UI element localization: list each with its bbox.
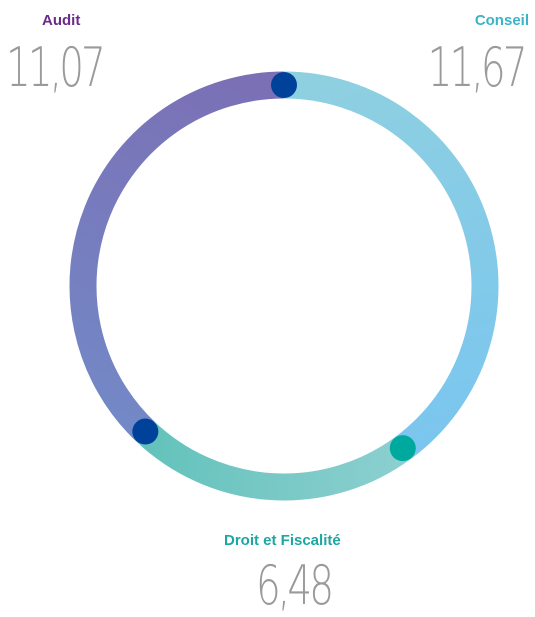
- legend-label-droit-et-fiscalite: Droit et Fiscalité: [224, 532, 341, 549]
- donut-arcs: [69, 71, 499, 501]
- legend-label-audit: Audit: [42, 12, 81, 29]
- donut-segment-droit-et-fiscalit: [136, 421, 411, 501]
- donut-separators: [132, 72, 416, 462]
- donut-segment-audit: [69, 71, 285, 442]
- data-label-droit-et-fiscalite: 6,48: [256, 554, 334, 617]
- legend-label-conseil: Conseil: [474, 12, 529, 29]
- data-label-conseil: 11,67: [428, 36, 528, 99]
- segment-separator-dot: [132, 418, 159, 445]
- donut-segment-conseil: [283, 71, 499, 460]
- segment-separator-dot: [271, 72, 297, 98]
- segment-separator-dot: [389, 435, 416, 462]
- data-label-audit: 11,07: [6, 36, 106, 99]
